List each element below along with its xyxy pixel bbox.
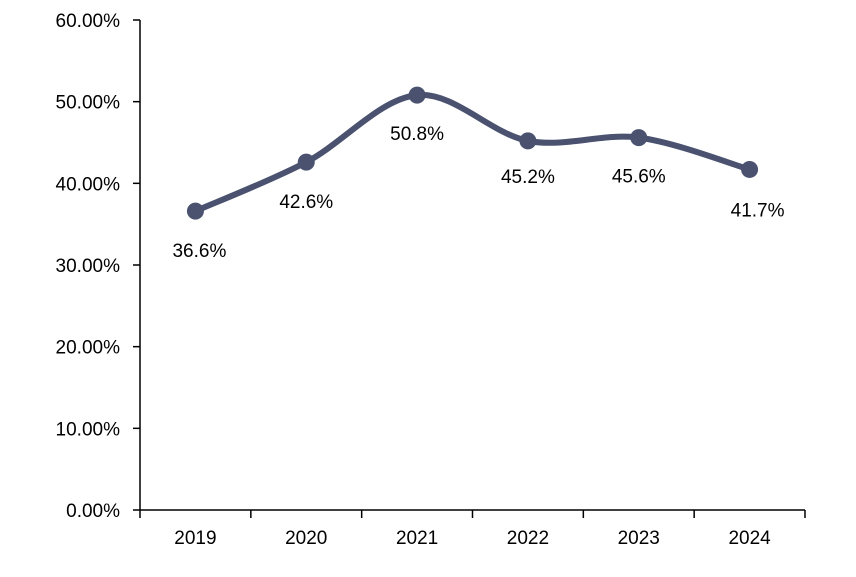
y-axis-tick-label: 30.00%	[56, 256, 121, 277]
y-axis-tick-label: 40.00%	[56, 174, 121, 195]
y-axis-tick-labels: 0.00% 10.00% 20.00% 30.00% 40.00% 50.00% 60.00…	[56, 11, 121, 522]
markers-layer	[186, 86, 759, 220]
data-labels-layer: 36.6% 42.6% 50.8% 45.2% 45.6% 41.7%	[172, 124, 784, 262]
y-axis-tick-label: 10.00%	[56, 419, 121, 440]
data-label: 45.2%	[501, 167, 555, 188]
x-axis-tick-labels: 2019 2020 2021 2022 2023 2024	[174, 528, 771, 549]
data-point	[741, 160, 759, 178]
y-axis-tick-label: 20.00%	[56, 338, 121, 359]
x-axis-tick-label: 2020	[285, 528, 327, 549]
x-axis-tick-label: 2024	[728, 528, 771, 549]
data-label: 41.7%	[731, 200, 785, 221]
data-label: 36.6%	[172, 241, 226, 262]
data-label: 42.6%	[279, 192, 333, 213]
axes	[133, 19, 806, 518]
data-point	[297, 153, 315, 171]
data-label: 45.6%	[612, 167, 666, 188]
data-point	[519, 132, 537, 150]
x-axis-tick-label: 2019	[174, 528, 216, 549]
data-point	[630, 129, 648, 147]
data-point	[186, 202, 204, 220]
x-axis-tick-label: 2023	[618, 528, 660, 549]
x-axis-tick-label: 2021	[396, 528, 438, 549]
data-label: 50.8%	[390, 124, 444, 145]
y-axis-tick-label: 50.00%	[56, 93, 121, 114]
y-axis-tick-label: 60.00%	[56, 11, 121, 32]
data-point	[408, 86, 426, 104]
x-axis-tick-label: 2022	[507, 528, 549, 549]
y-axis-tick-label: 0.00%	[66, 501, 120, 522]
